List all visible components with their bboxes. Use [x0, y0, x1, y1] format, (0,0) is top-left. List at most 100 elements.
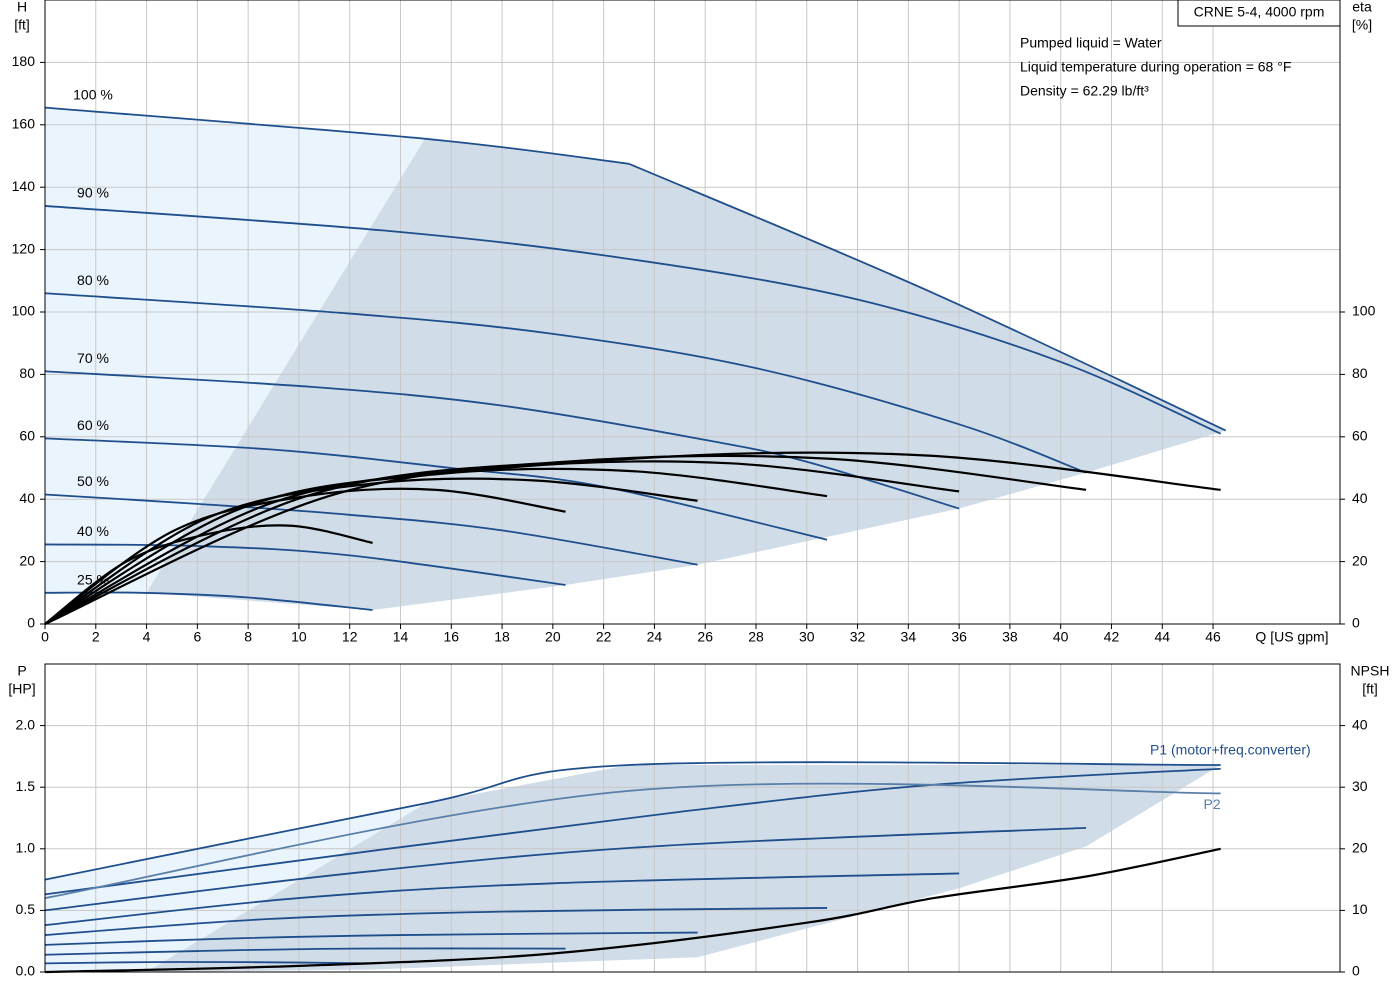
curve	[44, 370, 960, 510]
y-tick-label: 160	[12, 116, 36, 132]
curve	[44, 767, 1221, 896]
x-tick-label: 20	[545, 629, 561, 645]
x-tick-label: 30	[799, 629, 815, 645]
curve	[44, 205, 1222, 435]
note: Pumped liquid = Water	[1020, 35, 1162, 51]
operating-area	[146, 765, 1221, 972]
y2-tick-label: 40	[1352, 716, 1368, 732]
y-tick-label: 1.0	[16, 840, 36, 856]
y2-axis-label: eta	[1352, 0, 1372, 15]
x-tick-label: 36	[951, 629, 967, 645]
y-tick-label: 0.5	[16, 901, 36, 917]
x-tick-label: 16	[443, 629, 459, 645]
curve	[44, 493, 698, 566]
y2-tick-label: 100	[1352, 303, 1376, 319]
curve-y2	[44, 847, 1221, 974]
y-tick-label: 0.0	[16, 963, 36, 979]
y2-tick-label: 0	[1352, 615, 1360, 631]
x-tick-label: 0	[41, 629, 49, 645]
x-tick-label: 26	[697, 629, 713, 645]
x-tick-label: 4	[143, 629, 151, 645]
x-tick-label: 10	[291, 629, 307, 645]
curve	[44, 437, 828, 541]
y2-tick-label: 20	[1352, 840, 1368, 856]
y-axis-label: P	[17, 663, 26, 679]
curve-label: 25 %	[77, 572, 109, 588]
curve	[44, 947, 566, 956]
y2-tick-label: 30	[1352, 778, 1368, 794]
y2-tick-label: 40	[1352, 490, 1368, 506]
curve	[44, 292, 1087, 474]
y-tick-label: 140	[12, 178, 36, 194]
curve	[44, 872, 960, 927]
x-tick-label: 24	[647, 629, 663, 645]
curve-label: 80 %	[77, 272, 109, 288]
y-tick-label: 20	[19, 552, 35, 568]
plot-frame	[44, 0, 1341, 625]
curve	[44, 761, 1221, 881]
y-tick-label: 80	[19, 365, 35, 381]
curve-label: 50 %	[77, 473, 109, 489]
y2-tick-label: 10	[1352, 901, 1368, 917]
y-tick-label: 120	[12, 240, 36, 256]
curve-label: 100 %	[73, 86, 113, 102]
curve	[628, 162, 1227, 432]
curve	[44, 782, 1221, 899]
y-tick-label: 0	[27, 615, 35, 631]
curve-label: 60 %	[77, 417, 109, 433]
curve	[44, 907, 828, 936]
y2-tick-label: 0	[1352, 963, 1360, 979]
y-tick-label: 2.0	[16, 716, 36, 732]
x-tick-label: 2	[92, 629, 100, 645]
y-tick-label: 40	[19, 490, 35, 506]
title-box	[1177, 0, 1341, 27]
x-tick-label: 28	[748, 629, 764, 645]
x-axis-label: Q [US gpm]	[1255, 629, 1328, 645]
x-tick-label: 32	[850, 629, 866, 645]
y2-axis-unit: [%]	[1352, 17, 1372, 33]
y2-tick-label: 60	[1352, 428, 1368, 444]
x-tick-label: 22	[596, 629, 612, 645]
x-tick-label: 40	[1053, 629, 1069, 645]
x-tick-label: 18	[494, 629, 510, 645]
x-tick-label: 6	[193, 629, 201, 645]
y2-tick-label: 20	[1352, 552, 1368, 568]
y2-axis-label: NPSH	[1351, 663, 1390, 679]
curve-label: P2	[1204, 796, 1221, 812]
curve-y2	[44, 467, 828, 625]
y-tick-label: 100	[12, 303, 36, 319]
y-axis-label: H	[17, 0, 27, 15]
plot-frame	[44, 663, 1341, 973]
curve	[44, 543, 566, 586]
note: Density = 62.29 lb/ft³	[1020, 83, 1149, 99]
x-tick-label: 42	[1104, 629, 1120, 645]
curve-y2	[44, 524, 373, 625]
operating-area	[45, 107, 426, 593]
y-axis-unit: [HP]	[8, 681, 35, 697]
x-tick-label: 34	[901, 629, 917, 645]
curve	[44, 826, 1087, 912]
curve	[44, 961, 373, 965]
curve-label: 70 %	[77, 350, 109, 366]
x-tick-label: 12	[342, 629, 358, 645]
x-tick-label: 14	[393, 629, 409, 645]
curve-label: 90 %	[77, 185, 109, 201]
curve-y2	[44, 454, 1087, 625]
plots	[40, 0, 1345, 974]
x-tick-label: 46	[1205, 629, 1221, 645]
operating-area	[45, 803, 426, 972]
y-tick-label: 60	[19, 428, 35, 444]
curve-label: P1 (motor+freq.converter)	[1150, 742, 1311, 758]
y-tick-label: 1.5	[16, 778, 36, 794]
note: Liquid temperature during operation = 68…	[1020, 59, 1291, 75]
curve-label: 40 %	[77, 523, 109, 539]
curve	[44, 931, 698, 946]
y-axis-unit: [ft]	[14, 17, 30, 33]
x-tick-label: 44	[1154, 629, 1170, 645]
y-tick-label: 180	[12, 53, 36, 69]
y2-tick-label: 80	[1352, 365, 1368, 381]
x-tick-label: 8	[244, 629, 252, 645]
chart-title: CRNE 5-4, 4000 rpm	[1194, 4, 1325, 20]
curve-y2	[44, 460, 960, 625]
